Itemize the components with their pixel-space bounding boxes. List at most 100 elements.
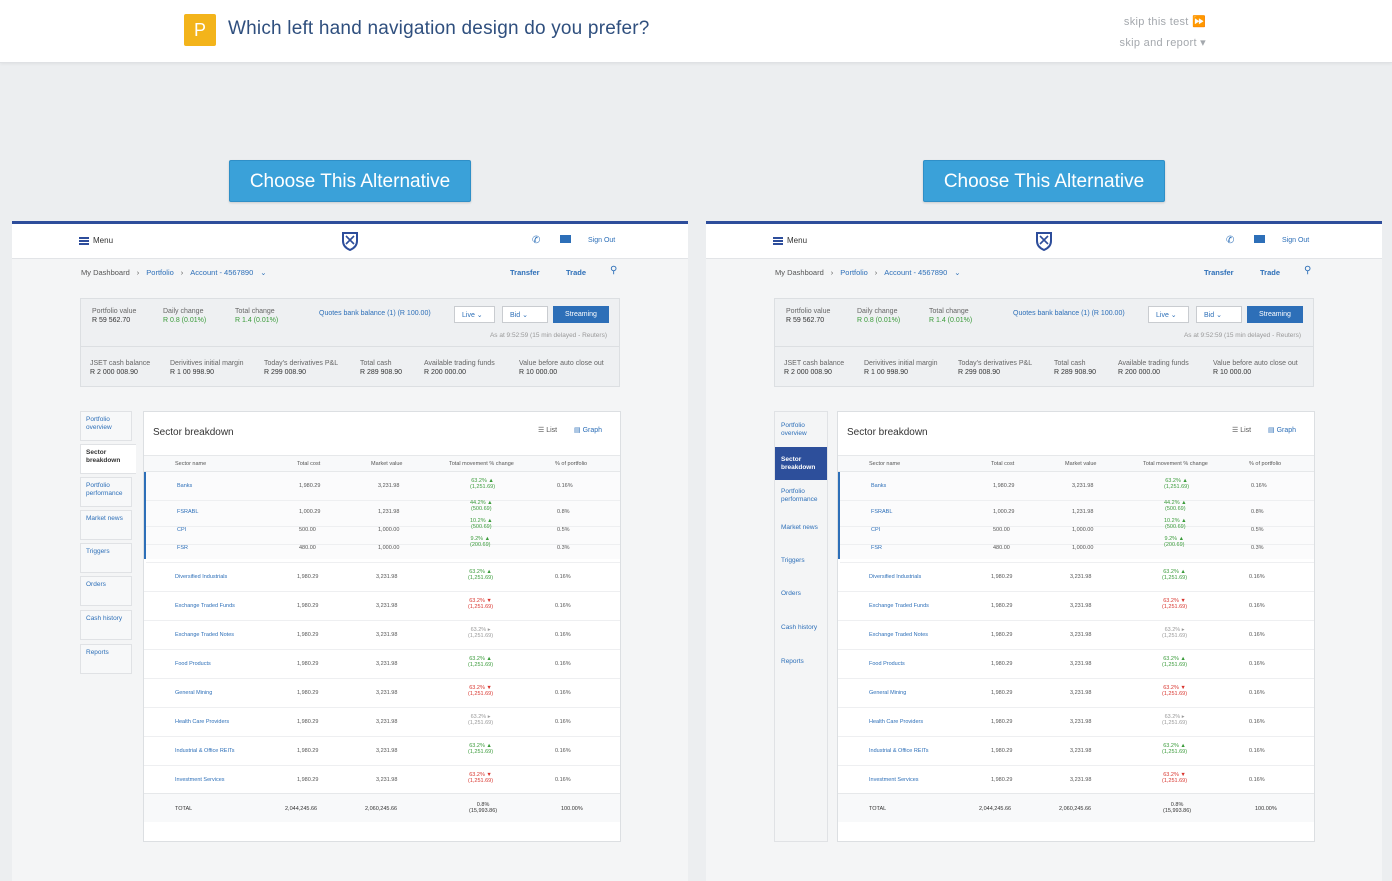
sector-name-link[interactable]: CPI [871,527,881,533]
transfer-link[interactable]: Transfer [510,268,540,277]
sector-name-link[interactable]: Exchange Traded Notes [869,632,929,638]
skip-test-link[interactable]: skip this test ⏩ [1123,16,1206,28]
quotes-bank-balance-link[interactable]: Quotes bank balance (1) (R 100.00) [319,310,431,317]
nav-item[interactable]: Triggers [80,543,132,573]
search-icon[interactable]: ⚲ [610,265,618,276]
table-row[interactable]: FSRABL 1,000.29 1,231.98 44.2% ▲ (500.69) 0.8… [840,498,1314,527]
table-row[interactable]: Investment Services 1,980.29 3,231.98 63.2%… [838,766,1314,795]
sector-name-link[interactable]: Banks [871,483,887,489]
table-row[interactable]: Health Care Providers 1,980.29 3,231.98 63.… [144,708,620,737]
sign-out-link[interactable]: Sign Out [588,237,616,244]
breadcrumb-portfolio[interactable]: Portfolio [840,268,868,277]
transfer-link[interactable]: Transfer [1204,268,1234,277]
table-row[interactable]: Diversified Industrials 1,980.29 3,231.98 6… [838,563,1314,592]
sector-name-link[interactable]: Industrial & Office REITs [175,748,235,754]
table-row[interactable]: Diversified Industrials 1,980.29 3,231.98 6… [144,563,620,592]
streaming-button[interactable]: Streaming [553,306,609,323]
choose-alternative-b-button[interactable]: Choose This Alternative [923,160,1165,202]
sector-name-link[interactable]: FSR [177,545,188,551]
chevron-down-icon[interactable]: ⌄ [260,268,267,277]
graph-view-toggle[interactable]: ▤ Graph [1268,427,1297,434]
breadcrumb-dashboard[interactable]: My Dashboard [775,268,824,277]
streaming-button[interactable]: Streaming [1247,306,1303,323]
bid-select[interactable]: Bid ⌄ [1196,306,1242,323]
table-row[interactable]: Exchange Traded Funds 1,980.29 3,231.98 63.… [838,592,1314,621]
table-row[interactable]: CPI 500.00 1,000.00 10.2% ▲ (500.69) 0.5% [840,516,1314,545]
table-row[interactable]: Exchange Traded Notes 1,980.29 3,231.98 63.… [838,621,1314,650]
sector-name-link[interactable]: Exchange Traded Funds [869,603,929,609]
nav-item[interactable]: Cash history [781,624,818,631]
mail-icon[interactable] [560,235,571,243]
list-view-toggle[interactable]: ☰ List [538,427,558,434]
table-row[interactable]: General Mining 1,980.29 3,231.98 63.2% ▼ (1,… [144,679,620,708]
graph-view-toggle[interactable]: ▤ Graph [574,427,603,434]
breadcrumb-account[interactable]: Account - 4567890 [884,268,948,277]
menu-button[interactable]: Menu [773,236,807,245]
table-row[interactable]: General Mining 1,980.29 3,231.98 63.2% ▼ (1,… [838,679,1314,708]
table-row[interactable]: Exchange Traded Notes 1,980.29 3,231.98 63.… [144,621,620,650]
nav-item[interactable]: Portfolio performance [80,477,132,507]
nav-item[interactable]: Reports [80,644,132,674]
sector-name-link[interactable]: Exchange Traded Notes [175,632,235,638]
sector-name-link[interactable]: Exchange Traded Funds [175,603,235,609]
table-row[interactable]: Industrial & Office REITs 1,980.29 3,231.9… [144,737,620,766]
nav-item[interactable]: Orders [80,576,132,606]
table-row[interactable]: Health Care Providers 1,980.29 3,231.98 63.… [838,708,1314,737]
nav-item[interactable]: Portfolio overview [781,422,807,437]
breadcrumb-portfolio[interactable]: Portfolio [146,268,174,277]
sector-name-link[interactable]: Health Care Providers [175,719,230,725]
trade-link[interactable]: Trade [566,268,587,277]
sector-name-link[interactable]: Industrial & Office REITs [869,748,929,754]
sector-name-link[interactable]: General Mining [175,690,213,696]
sector-name-link[interactable]: Food Products [175,661,211,667]
breadcrumb-account[interactable]: Account - 4567890 [190,268,254,277]
sector-name-link[interactable]: CPI [177,527,187,533]
trade-link[interactable]: Trade [1260,268,1281,277]
nav-item[interactable]: Portfolio overview [80,411,132,441]
table-row[interactable]: Banks 1,980.29 3,231.98 63.2% ▲ (1,251.69) 0.… [840,472,1314,501]
nav-item[interactable]: Market news [80,510,132,540]
table-row[interactable]: Food Products 1,980.29 3,231.98 63.2% ▲ (1,2… [838,650,1314,679]
table-row[interactable]: Industrial & Office REITs 1,980.29 3,231.9… [838,737,1314,766]
sector-name-link[interactable]: Food Products [869,661,905,667]
chevron-down-icon[interactable]: ⌄ [954,268,961,277]
nav-item[interactable]: Portfolio performance [781,488,818,503]
choose-alternative-a-button[interactable]: Choose This Alternative [229,160,471,202]
sector-name-link[interactable]: Investment Services [175,777,225,783]
search-icon[interactable]: ⚲ [1304,265,1312,276]
table-row[interactable]: Food Products 1,980.29 3,231.98 63.2% ▲ (1,2… [144,650,620,679]
sector-name-link[interactable]: Banks [177,483,193,489]
nav-item[interactable]: Triggers [781,557,805,564]
sign-out-link[interactable]: Sign Out [1282,237,1310,244]
sector-name-link[interactable]: General Mining [869,690,907,696]
phone-icon[interactable]: ✆ [532,235,541,246]
sector-name-link[interactable]: Diversified Industrials [869,574,922,580]
nav-item[interactable]: Sector breakdown [775,447,827,480]
nav-item[interactable]: Market news [781,524,818,531]
table-row[interactable]: Banks 1,980.29 3,231.98 63.2% ▲ (1,251.69) 0.… [146,472,620,501]
table-row[interactable]: Investment Services 1,980.29 3,231.98 63.2%… [144,766,620,795]
table-row[interactable]: FSR 480.00 1,000.00 9.2% ▲ (200.69) 0.3% [840,534,1314,563]
quotes-bank-balance-link[interactable]: Quotes bank balance (1) (R 100.00) [1013,310,1125,317]
nav-item[interactable]: Reports [781,658,804,665]
menu-button[interactable]: Menu [79,236,113,245]
sector-name-link[interactable]: FSRABL [177,509,199,515]
skip-report-link[interactable]: skip and report ▾ [1119,37,1206,49]
live-select[interactable]: Live ⌄ [1148,306,1189,323]
sector-name-link[interactable]: FSR [871,545,882,551]
nav-item[interactable]: Cash history [80,610,132,640]
table-row[interactable]: FSRABL 1,000.29 1,231.98 44.2% ▲ (500.69) 0.8… [146,498,620,527]
sector-name-link[interactable]: FSRABL [871,509,893,515]
sector-name-link[interactable]: Diversified Industrials [175,574,228,580]
nav-item[interactable]: Sector breakdown [80,444,136,474]
sector-name-link[interactable]: Health Care Providers [869,719,924,725]
mail-icon[interactable] [1254,235,1265,243]
bid-select[interactable]: Bid ⌄ [502,306,548,323]
live-select[interactable]: Live ⌄ [454,306,495,323]
table-row[interactable]: CPI 500.00 1,000.00 10.2% ▲ (500.69) 0.5% [146,516,620,545]
table-row[interactable]: Exchange Traded Funds 1,980.29 3,231.98 63.… [144,592,620,621]
breadcrumb-dashboard[interactable]: My Dashboard [81,268,130,277]
sector-name-link[interactable]: Investment Services [869,777,919,783]
nav-item[interactable]: Orders [781,590,801,597]
table-row[interactable]: FSR 480.00 1,000.00 9.2% ▲ (200.69) 0.3% [146,534,620,563]
